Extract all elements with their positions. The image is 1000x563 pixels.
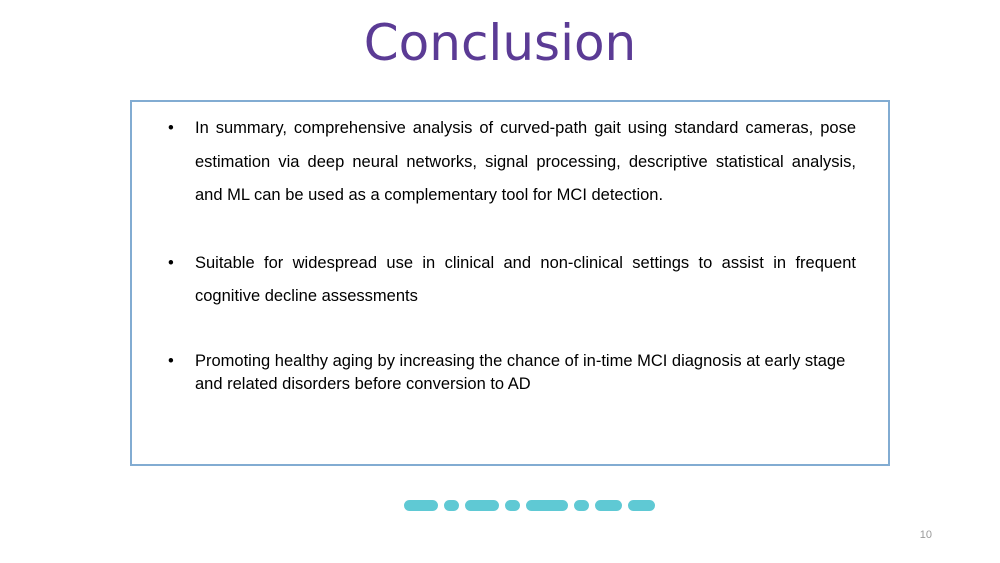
dash-shape [444,500,459,511]
list-item-text: Promoting healthy aging by increasing th… [195,351,846,393]
page-number: 10 [919,529,932,541]
bullet-marker-icon: • [168,119,174,137]
list-item-text: Suitable for widespread use in clinical … [195,253,856,306]
dash-shape [465,500,499,511]
dash-shape [404,500,438,511]
page-title: Conclusion [363,14,637,72]
bullet-marker-icon: • [168,351,174,370]
content-text-box: • In summary, comprehensive analysis of … [130,100,890,466]
decorative-dash-row [404,499,655,512]
dash-shape [574,500,589,511]
list-item-text: In summary, comprehensive analysis of cu… [195,119,856,204]
dash-shape [595,500,622,511]
dash-shape [505,500,520,511]
bullet-spacer [164,314,856,350]
bullet-list: • In summary, comprehensive analysis of … [164,112,856,396]
bullet-marker-icon: • [168,253,174,272]
list-item: • In summary, comprehensive analysis of … [164,112,856,213]
list-item: • Promoting healthy aging by increasing … [164,350,856,396]
bullet-spacer [164,213,856,247]
dash-shape [628,500,655,511]
list-item: • Suitable for widespread use in clinica… [164,247,856,314]
dash-shape [526,500,568,511]
